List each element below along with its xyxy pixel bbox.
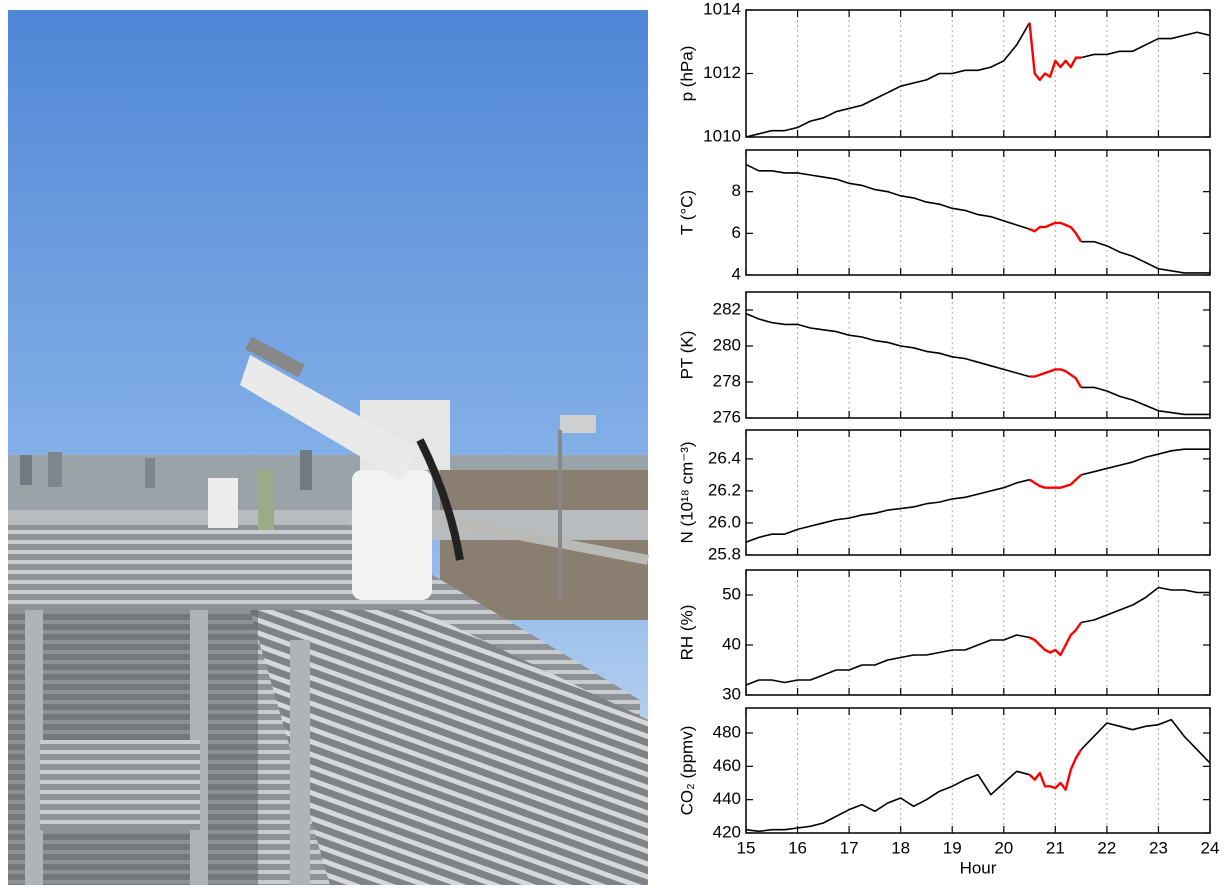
plot-frame [745, 291, 1211, 419]
y-tick-label: 420 [713, 822, 741, 841]
x-tick-label: 21 [1046, 838, 1065, 857]
data-line [745, 586, 1210, 686]
plot-frame [745, 707, 1211, 834]
y-tick-label: 276 [713, 407, 741, 426]
x-tick-label: 24 [1201, 838, 1220, 857]
data-line [745, 163, 1210, 274]
data-line [1028, 749, 1083, 791]
photo [8, 10, 649, 885]
y-tick-label: 26.2 [708, 480, 741, 499]
y-tick-label: 1012 [703, 63, 741, 82]
plot-frame [745, 149, 1211, 276]
y-axis-label: CO₂ (ppmv) [677, 726, 696, 816]
y-tick-label: 460 [713, 756, 741, 775]
x-tick-label: 15 [737, 838, 756, 857]
y-axis-label: N (10¹⁸ cm⁻³) [677, 441, 696, 543]
y-tick-label: 26.0 [708, 512, 741, 531]
y-tick-label: 50 [722, 584, 741, 603]
y-tick-label: 280 [713, 335, 741, 354]
y-axis-label: p (hPa) [677, 46, 696, 102]
y-tick-label: 1010 [703, 126, 741, 145]
data-line [745, 718, 1211, 833]
x-tick-label: 17 [840, 838, 859, 857]
y-tick-label: 25.8 [708, 544, 741, 563]
x-tick-label: 22 [1097, 838, 1116, 857]
y-tick-label: 40 [722, 634, 741, 653]
y-tick-label: 8 [732, 181, 741, 200]
plot-frame [745, 429, 1211, 556]
data-line [745, 312, 1210, 416]
data-line [745, 22, 1211, 138]
data-line [1028, 473, 1082, 489]
data-line [745, 448, 1210, 543]
y-tick-label: 30 [722, 684, 741, 703]
y-tick-label: 26.4 [708, 448, 741, 467]
y-axis-label: T (°C) [677, 190, 696, 235]
plot-frame [745, 9, 1211, 138]
y-tick-label: 278 [713, 371, 741, 390]
x-tick-label: 18 [891, 838, 910, 857]
data-line [1029, 221, 1083, 243]
data-line [1029, 621, 1083, 657]
y-tick-label: 440 [713, 789, 741, 808]
data-line [1028, 22, 1082, 82]
x-axis-label: Hour [960, 858, 997, 877]
x-tick-label: 19 [943, 838, 962, 857]
y-tick-label: 480 [713, 722, 741, 741]
y-tick-label: 4 [732, 264, 741, 283]
data-line [1029, 368, 1083, 388]
x-tick-label: 20 [994, 838, 1013, 857]
y-tick-label: 282 [713, 299, 741, 318]
x-tick-label: 16 [788, 838, 807, 857]
plot-frame [745, 569, 1211, 696]
y-tick-label: 1014 [703, 0, 741, 18]
y-axis-label: RH (%) [677, 605, 696, 661]
y-axis-label: PT (K) [677, 331, 696, 380]
y-tick-label: 6 [732, 223, 741, 242]
x-tick-label: 23 [1149, 838, 1168, 857]
